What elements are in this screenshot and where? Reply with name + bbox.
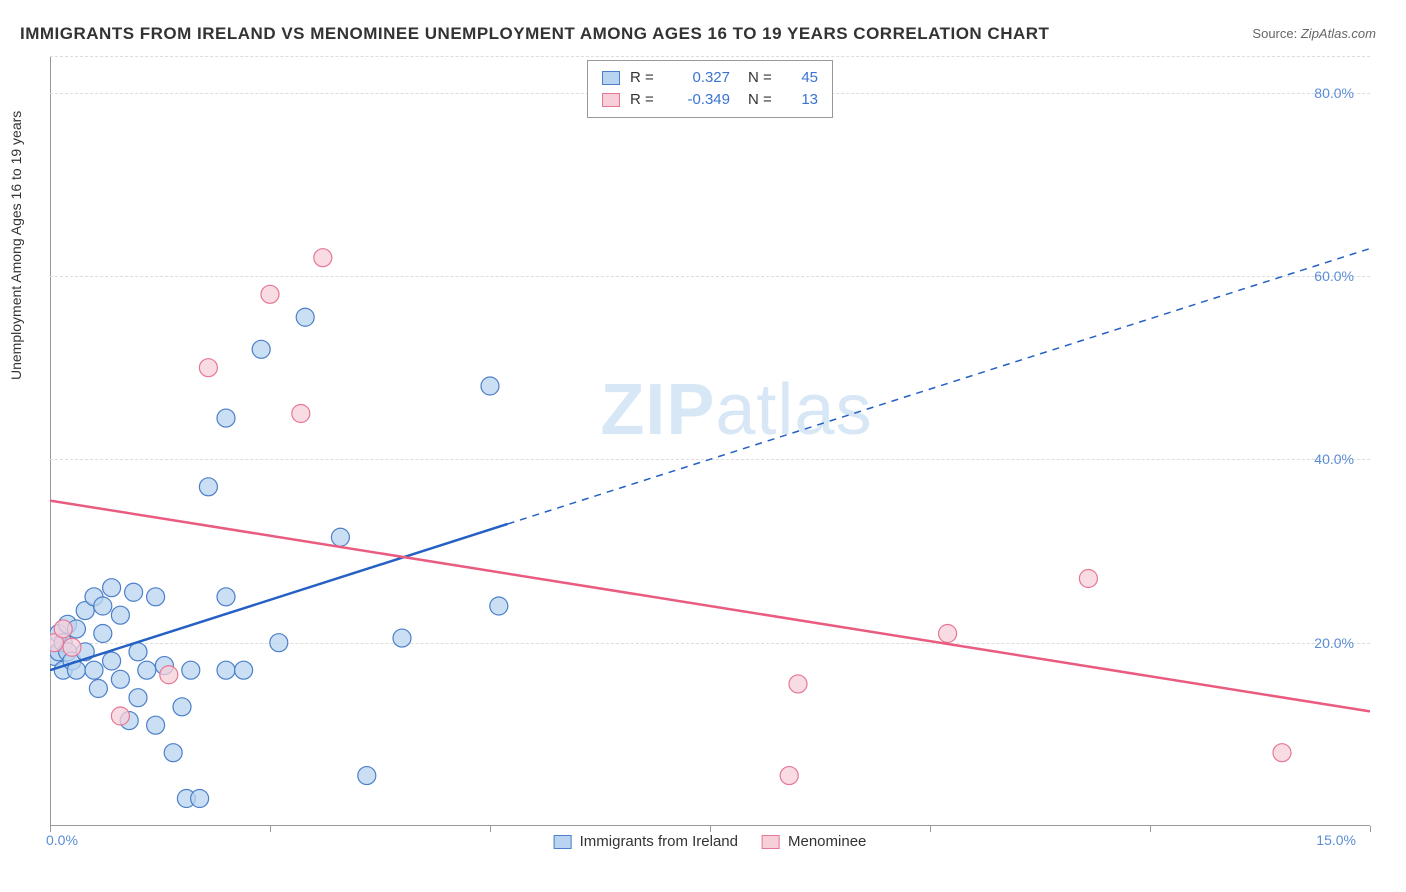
scatter-point: [147, 588, 165, 606]
legend-row-series-2: R = -0.349 N = 13: [602, 89, 818, 111]
scatter-point: [103, 579, 121, 597]
scatter-point: [780, 767, 798, 785]
r-value-1: 0.327: [670, 67, 730, 89]
swatch-blue-icon: [554, 835, 572, 849]
scatter-point: [235, 661, 253, 679]
swatch-pink-icon: [602, 93, 620, 107]
scatter-point: [138, 661, 156, 679]
r-value-2: -0.349: [670, 89, 730, 111]
chart-plot-area: 20.0%40.0%60.0%80.0% ZIPatlas R = 0.327 …: [50, 56, 1370, 826]
scatter-point: [939, 625, 957, 643]
legend-label-2: Menominee: [788, 833, 866, 850]
scatter-point: [125, 583, 143, 601]
scatter-point: [111, 707, 129, 725]
swatch-blue-icon: [602, 71, 620, 85]
scatter-point: [111, 670, 129, 688]
scatter-point: [164, 744, 182, 762]
scatter-point: [481, 377, 499, 395]
trend-line-dashed: [508, 249, 1370, 524]
scatter-point: [191, 790, 209, 808]
scatter-point: [393, 629, 411, 647]
y-axis-label: Unemployment Among Ages 16 to 19 years: [8, 111, 24, 380]
scatter-point: [789, 675, 807, 693]
x-tick-min: 0.0%: [46, 832, 78, 848]
scatter-point: [358, 767, 376, 785]
scatter-point: [1273, 744, 1291, 762]
scatter-point: [270, 634, 288, 652]
scatter-point: [85, 661, 103, 679]
legend-item-1: Immigrants from Ireland: [554, 833, 738, 850]
scatter-point: [296, 308, 314, 326]
scatter-point: [314, 249, 332, 267]
source-value: ZipAtlas.com: [1301, 26, 1376, 41]
x-tick-mark: [490, 826, 491, 832]
series-legend: Immigrants from Ireland Menominee: [554, 833, 867, 850]
scatter-point: [111, 606, 129, 624]
scatter-point: [103, 652, 121, 670]
source-label: Source:: [1252, 26, 1297, 41]
scatter-point: [182, 661, 200, 679]
legend-item-2: Menominee: [762, 833, 866, 850]
scatter-point: [217, 661, 235, 679]
n-value-2: 13: [788, 89, 818, 111]
scatter-point: [217, 409, 235, 427]
n-label: N =: [748, 89, 778, 111]
scatter-point: [261, 285, 279, 303]
scatter-point: [129, 643, 147, 661]
scatter-point: [252, 340, 270, 358]
scatter-point: [147, 716, 165, 734]
scatter-point: [217, 588, 235, 606]
scatter-point: [490, 597, 508, 615]
legend-label-1: Immigrants from Ireland: [580, 833, 738, 850]
chart-title: IMMIGRANTS FROM IRELAND VS MENOMINEE UNE…: [20, 24, 1049, 44]
x-tick-mark: [1370, 826, 1371, 832]
r-label: R =: [630, 67, 660, 89]
x-tick-mark: [930, 826, 931, 832]
scatter-point: [94, 625, 112, 643]
x-tick-mark: [1150, 826, 1151, 832]
r-label: R =: [630, 89, 660, 111]
n-value-1: 45: [788, 67, 818, 89]
legend-row-series-1: R = 0.327 N = 45: [602, 67, 818, 89]
source-attribution: Source: ZipAtlas.com: [1252, 26, 1376, 41]
scatter-point: [54, 620, 72, 638]
correlation-legend: R = 0.327 N = 45 R = -0.349 N = 13: [587, 60, 833, 118]
scatter-point: [94, 597, 112, 615]
scatter-plot-svg: [50, 56, 1370, 826]
scatter-point: [173, 698, 191, 716]
scatter-point: [199, 359, 217, 377]
scatter-point: [160, 666, 178, 684]
n-label: N =: [748, 67, 778, 89]
x-tick-mark: [270, 826, 271, 832]
scatter-point: [129, 689, 147, 707]
swatch-pink-icon: [762, 835, 780, 849]
scatter-point: [89, 680, 107, 698]
scatter-point: [1079, 570, 1097, 588]
x-tick-mark: [710, 826, 711, 832]
scatter-point: [331, 528, 349, 546]
scatter-point: [292, 405, 310, 423]
x-tick-max: 15.0%: [1316, 832, 1356, 848]
scatter-point: [63, 638, 81, 656]
scatter-point: [199, 478, 217, 496]
